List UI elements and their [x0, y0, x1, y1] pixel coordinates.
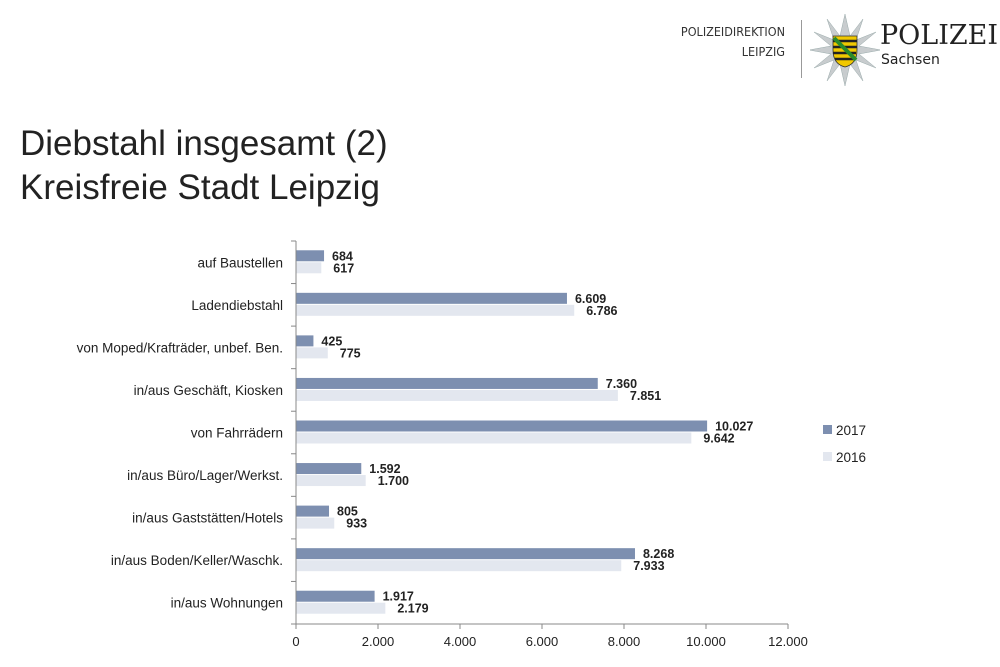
data-label-2017: 6.609	[575, 292, 606, 306]
bar-2016	[296, 389, 618, 401]
bar-2016	[296, 347, 328, 359]
bar-2016	[296, 560, 622, 572]
data-label-2017: 684	[332, 249, 353, 263]
data-label-2016: 2.179	[397, 602, 428, 616]
legend-label-2017: 2017	[836, 423, 866, 438]
data-label-2016: 617	[333, 261, 354, 275]
bar-2017	[296, 250, 325, 262]
police-star-icon	[810, 13, 880, 87]
data-label-2016: 775	[340, 346, 361, 360]
logo-divider	[801, 20, 802, 78]
category-label: von Moped/Krafträder, unbef. Ben.	[77, 340, 283, 355]
data-label-2016: 1.700	[378, 474, 409, 488]
data-label-2017: 425	[321, 334, 342, 348]
police-logo: POLIZEIDIREKTION LEIPZIG POLIZEI Sachsen	[655, 13, 999, 87]
data-label-2016: 9.642	[703, 432, 734, 446]
category-label: in/aus Büro/Lager/Werkst.	[127, 468, 283, 483]
direktion-line-1: POLIZEIDIREKTION	[680, 24, 785, 39]
x-tick-label: 12.000	[768, 634, 808, 649]
bar-2016	[296, 475, 366, 487]
legend-label-2016: 2016	[836, 450, 866, 465]
data-label-2017: 805	[337, 505, 358, 519]
x-tick-label: 2.000	[362, 634, 395, 649]
category-label: in/aus Boden/Keller/Waschk.	[111, 553, 283, 568]
bar-2016	[296, 262, 322, 274]
data-label-2017: 7.360	[606, 377, 637, 391]
data-label-2017: 8.268	[643, 547, 674, 561]
x-tick-label: 8.000	[608, 634, 641, 649]
title-line-1: Diebstahl insgesamt (2)	[20, 124, 388, 163]
category-label: Ladendiebstahl	[191, 298, 283, 313]
brand-sub: Sachsen	[881, 52, 940, 68]
bar-2016	[296, 602, 386, 614]
title-line-2: Kreisfreie Stadt Leipzig	[20, 168, 380, 207]
category-label: in/aus Gaststätten/Hotels	[132, 511, 283, 526]
data-label-2016: 6.786	[586, 304, 617, 318]
data-label-2016: 933	[346, 517, 367, 531]
category-label: in/aus Wohnungen	[171, 596, 283, 611]
x-tick-label: 10.000	[686, 634, 726, 649]
legend-swatch-2016	[823, 452, 832, 461]
x-tick-label: 0	[292, 634, 299, 649]
category-label: von Fahrrädern	[191, 426, 283, 441]
x-tick-label: 6.000	[526, 634, 559, 649]
category-label: auf Baustellen	[197, 255, 283, 270]
bar-2017	[296, 335, 314, 347]
bar-2017	[296, 548, 635, 560]
legend-swatch-2017	[823, 425, 832, 434]
bar-2017	[296, 292, 567, 304]
data-label-2016: 7.851	[630, 389, 661, 403]
page-title: Diebstahl insgesamt (2) Kreisfreie Stadt…	[20, 122, 388, 210]
category-label: in/aus Geschäft, Kiosken	[134, 383, 283, 398]
bar-2017	[296, 377, 598, 389]
data-label-2017: 1.917	[383, 590, 414, 604]
x-tick-label: 4.000	[444, 634, 477, 649]
bar-2017	[296, 505, 330, 517]
data-label-2017: 10.027	[715, 420, 753, 434]
direktion-line-2: LEIPZIG	[741, 44, 785, 59]
data-label-2016: 7.933	[633, 559, 664, 573]
bar-2016	[296, 517, 335, 529]
brand-name: POLIZEI	[880, 20, 999, 51]
bar-2017	[296, 420, 708, 432]
bar-2017	[296, 463, 362, 475]
bar-2016	[296, 304, 575, 316]
bar-2016	[296, 432, 692, 444]
data-label-2017: 1.592	[369, 462, 400, 476]
bar-2017	[296, 590, 375, 602]
